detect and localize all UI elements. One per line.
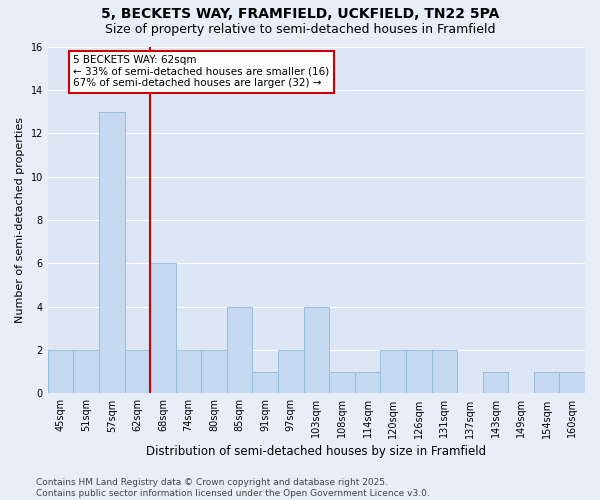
Text: Size of property relative to semi-detached houses in Framfield: Size of property relative to semi-detach…: [105, 22, 495, 36]
Bar: [304, 306, 329, 394]
Bar: [176, 350, 201, 394]
Bar: [482, 372, 508, 394]
Bar: [227, 306, 253, 394]
Bar: [355, 372, 380, 394]
X-axis label: Distribution of semi-detached houses by size in Framfield: Distribution of semi-detached houses by …: [146, 444, 487, 458]
Bar: [48, 350, 73, 394]
Bar: [534, 372, 559, 394]
Bar: [431, 350, 457, 394]
Bar: [125, 350, 150, 394]
Text: Contains HM Land Registry data © Crown copyright and database right 2025.
Contai: Contains HM Land Registry data © Crown c…: [36, 478, 430, 498]
Bar: [253, 372, 278, 394]
Bar: [406, 350, 431, 394]
Bar: [73, 350, 99, 394]
Bar: [99, 112, 125, 394]
Bar: [201, 350, 227, 394]
Bar: [380, 350, 406, 394]
Text: 5 BECKETS WAY: 62sqm
← 33% of semi-detached houses are smaller (16)
67% of semi-: 5 BECKETS WAY: 62sqm ← 33% of semi-detac…: [73, 55, 329, 88]
Bar: [150, 264, 176, 394]
Y-axis label: Number of semi-detached properties: Number of semi-detached properties: [15, 117, 25, 323]
Text: 5, BECKETS WAY, FRAMFIELD, UCKFIELD, TN22 5PA: 5, BECKETS WAY, FRAMFIELD, UCKFIELD, TN2…: [101, 8, 499, 22]
Bar: [559, 372, 585, 394]
Bar: [329, 372, 355, 394]
Bar: [278, 350, 304, 394]
